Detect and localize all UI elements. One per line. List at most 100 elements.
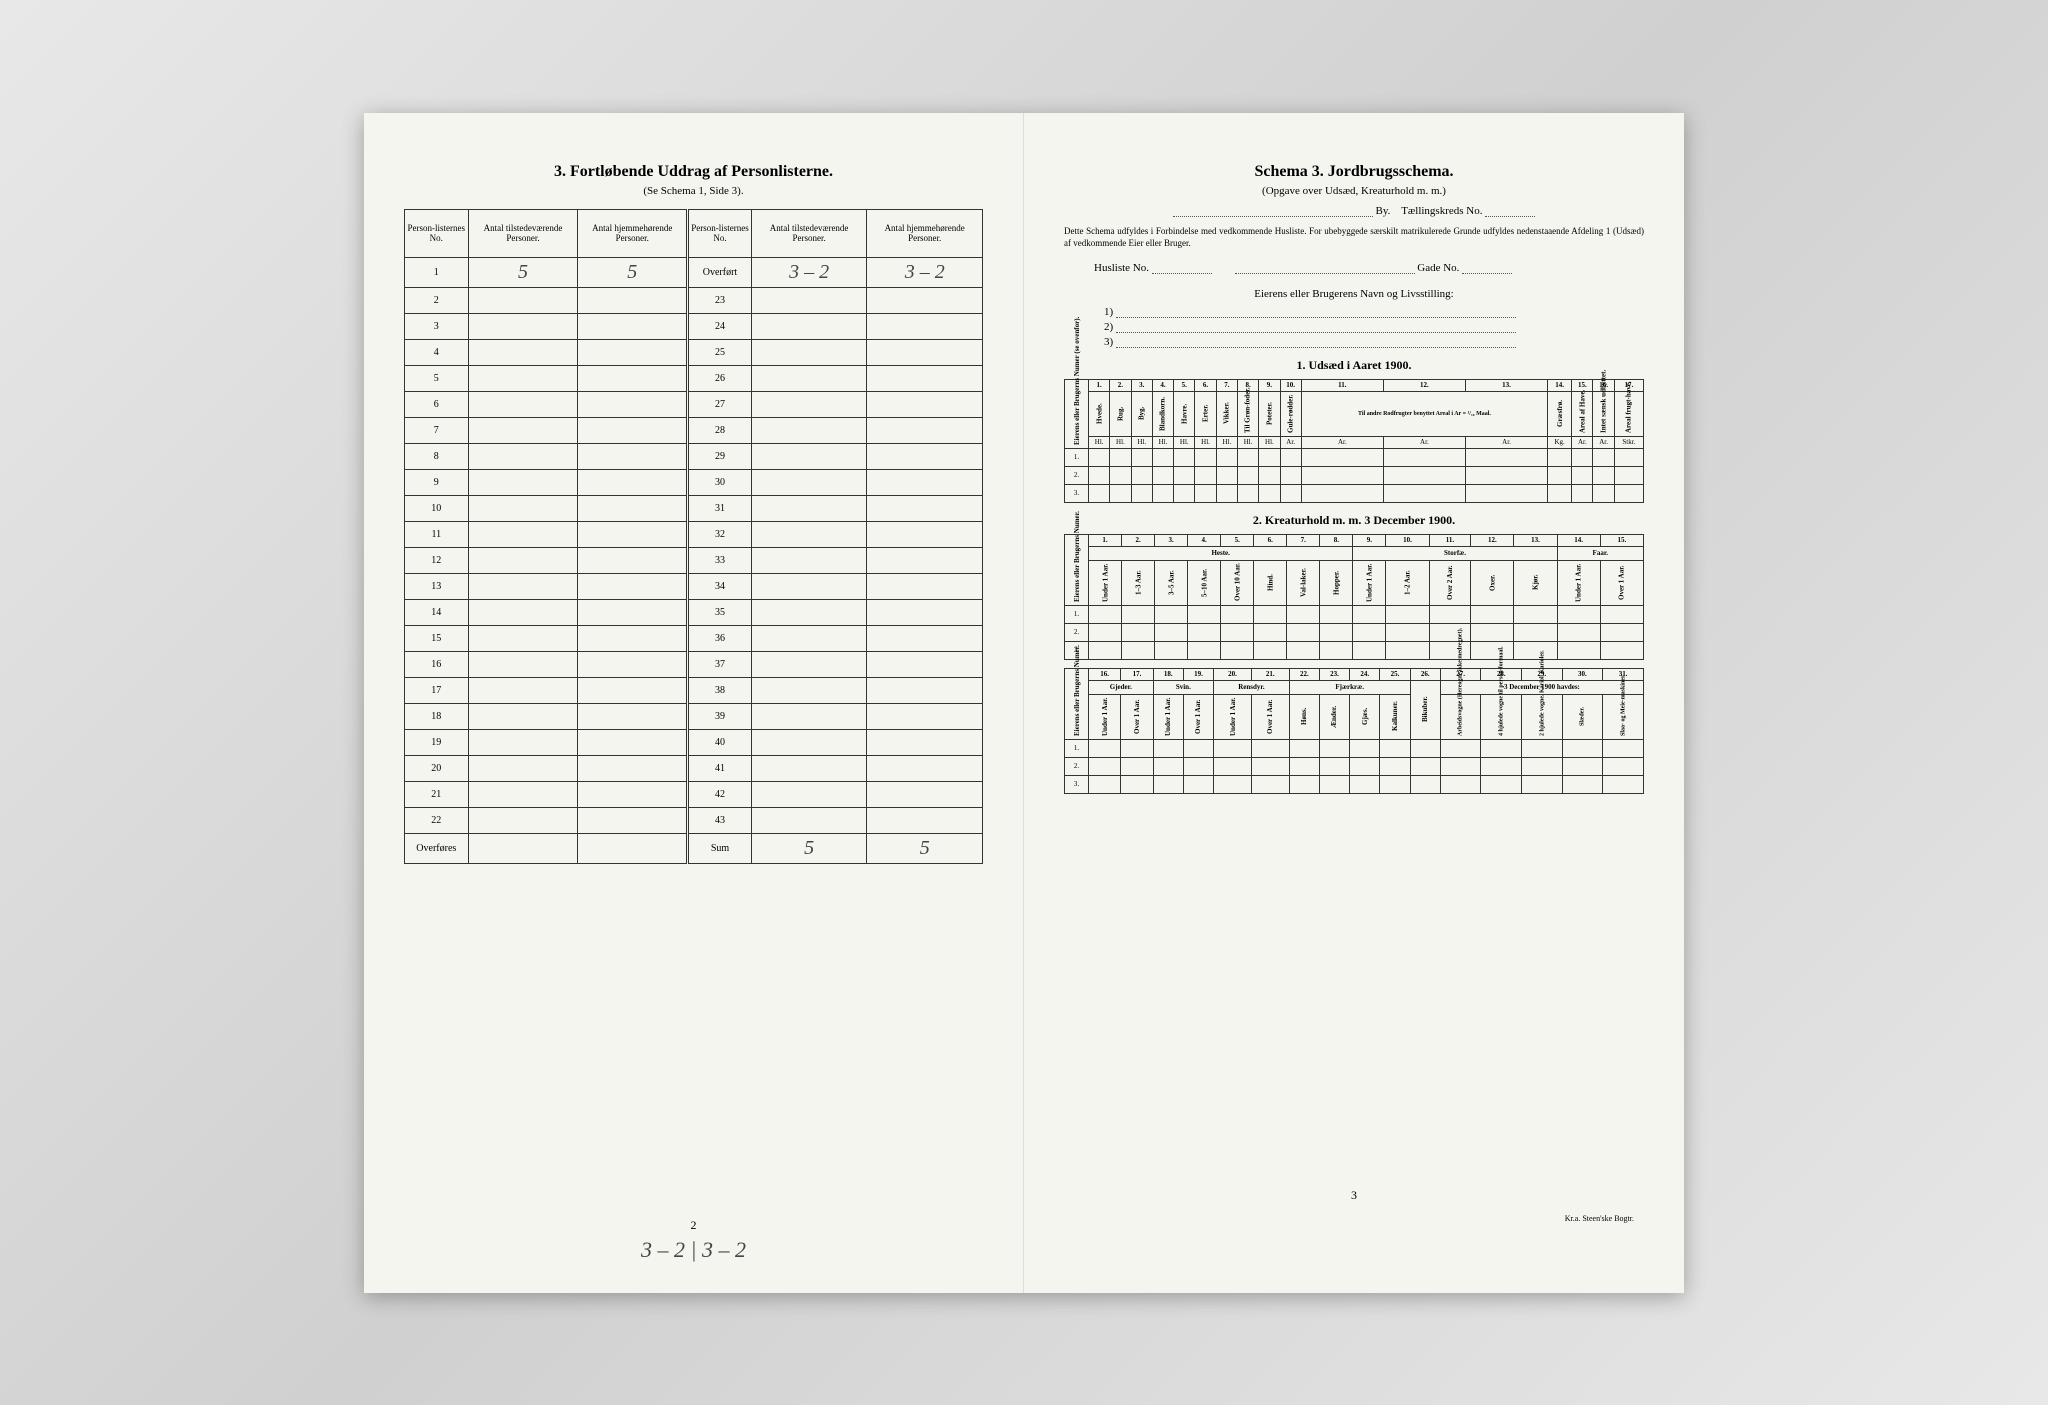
cell bbox=[578, 677, 688, 703]
left-page: 3. Fortløbende Uddrag af Personlisterne.… bbox=[364, 113, 1024, 1293]
right-rownum: 38 bbox=[688, 677, 752, 703]
left-rownum: 3 bbox=[405, 313, 469, 339]
cell bbox=[578, 599, 688, 625]
cell bbox=[578, 833, 688, 863]
cell bbox=[578, 573, 688, 599]
cell bbox=[867, 573, 983, 599]
right-rownum: 37 bbox=[688, 651, 752, 677]
left-rownum: 15 bbox=[405, 625, 469, 651]
cell bbox=[468, 703, 578, 729]
cell bbox=[468, 313, 578, 339]
right-subtitle: (Opgave over Udsæd, Kreaturhold m. m.) bbox=[1064, 185, 1644, 197]
numbered-2: 2) bbox=[1104, 321, 1644, 333]
section2-table: Eierens eller Brugerns Numer.1.2.3.4.5.6… bbox=[1064, 534, 1644, 660]
right-rownum: 29 bbox=[688, 443, 752, 469]
cell bbox=[468, 781, 578, 807]
left-rownum: 13 bbox=[405, 573, 469, 599]
cell bbox=[867, 417, 983, 443]
cell: 3 – 2 bbox=[867, 257, 983, 287]
cell: 3 – 2 bbox=[751, 257, 867, 287]
cell bbox=[751, 625, 867, 651]
cell bbox=[468, 495, 578, 521]
label-kreds: Tællingskreds No. bbox=[1401, 205, 1482, 217]
cell bbox=[751, 495, 867, 521]
cell bbox=[751, 469, 867, 495]
right-rownum: 30 bbox=[688, 469, 752, 495]
cell bbox=[751, 573, 867, 599]
left-rownum: 5 bbox=[405, 365, 469, 391]
right-rownum: 32 bbox=[688, 521, 752, 547]
cell bbox=[751, 651, 867, 677]
cell: 5 bbox=[468, 257, 578, 287]
bottom-handwriting: 3 – 2 | 3 – 2 bbox=[641, 1237, 746, 1263]
cell bbox=[578, 625, 688, 651]
cell bbox=[751, 807, 867, 833]
cell bbox=[578, 781, 688, 807]
left-rownum: 14 bbox=[405, 599, 469, 625]
cell bbox=[578, 287, 688, 313]
cell bbox=[751, 339, 867, 365]
dotted-kreds bbox=[1485, 205, 1535, 217]
left-title: 3. Fortløbende Uddrag af Personlisterne. bbox=[404, 163, 983, 181]
label-gade: Gade No. bbox=[1417, 262, 1459, 274]
cell bbox=[468, 547, 578, 573]
section1-table: Eierens eller Brugerns Numer (se ovenfor… bbox=[1064, 379, 1644, 503]
left-rownum: Overføres bbox=[405, 833, 469, 863]
cell bbox=[751, 287, 867, 313]
cell bbox=[578, 729, 688, 755]
right-rownum: 41 bbox=[688, 755, 752, 781]
right-rownum: 31 bbox=[688, 495, 752, 521]
owner-label: Eierens eller Brugerens Navn og Livsstil… bbox=[1064, 288, 1644, 300]
left-rownum: 2 bbox=[405, 287, 469, 313]
cell bbox=[578, 703, 688, 729]
cell bbox=[867, 313, 983, 339]
section3-table: Eierens eller Brugerns Numer.16.17.18.19… bbox=[1064, 668, 1644, 794]
cell bbox=[751, 781, 867, 807]
right-rownum: 33 bbox=[688, 547, 752, 573]
cell bbox=[751, 443, 867, 469]
cell bbox=[468, 443, 578, 469]
right-rownum: 28 bbox=[688, 417, 752, 443]
cell bbox=[867, 547, 983, 573]
cell bbox=[578, 313, 688, 339]
field-husliste-gade: Husliste No. Gade No. bbox=[1094, 262, 1644, 274]
cell bbox=[468, 573, 578, 599]
cell bbox=[578, 391, 688, 417]
left-rownum: 22 bbox=[405, 807, 469, 833]
left-rownum: 17 bbox=[405, 677, 469, 703]
cell bbox=[867, 599, 983, 625]
right-rownum: 34 bbox=[688, 573, 752, 599]
left-rownum: 16 bbox=[405, 651, 469, 677]
left-rownum: 20 bbox=[405, 755, 469, 781]
cell bbox=[867, 755, 983, 781]
right-rownum: 27 bbox=[688, 391, 752, 417]
cell bbox=[867, 677, 983, 703]
right-rownum: 24 bbox=[688, 313, 752, 339]
right-rownum: 40 bbox=[688, 729, 752, 755]
cell bbox=[578, 495, 688, 521]
cell bbox=[468, 417, 578, 443]
cell bbox=[867, 807, 983, 833]
right-rownum: 35 bbox=[688, 599, 752, 625]
cell: 5 bbox=[578, 257, 688, 287]
cell bbox=[468, 651, 578, 677]
dotted-husliste bbox=[1152, 262, 1212, 274]
dotted-gade-street bbox=[1235, 262, 1415, 274]
cell bbox=[867, 625, 983, 651]
right-title: Schema 3. Jordbrugsschema. bbox=[1064, 163, 1644, 181]
cell bbox=[578, 443, 688, 469]
cell bbox=[751, 703, 867, 729]
cell bbox=[751, 599, 867, 625]
left-rownum: 19 bbox=[405, 729, 469, 755]
right-rownum: 25 bbox=[688, 339, 752, 365]
right-rownum: 42 bbox=[688, 781, 752, 807]
cell bbox=[468, 833, 578, 863]
left-table: Person-listernes No. Antal tilstedeværen… bbox=[404, 209, 983, 864]
right-rownum: 26 bbox=[688, 365, 752, 391]
cell bbox=[751, 313, 867, 339]
right-rownum: Overført bbox=[688, 257, 752, 287]
cell bbox=[751, 417, 867, 443]
right-page-number: 3 bbox=[1351, 1188, 1357, 1203]
cell bbox=[468, 599, 578, 625]
cell bbox=[468, 521, 578, 547]
